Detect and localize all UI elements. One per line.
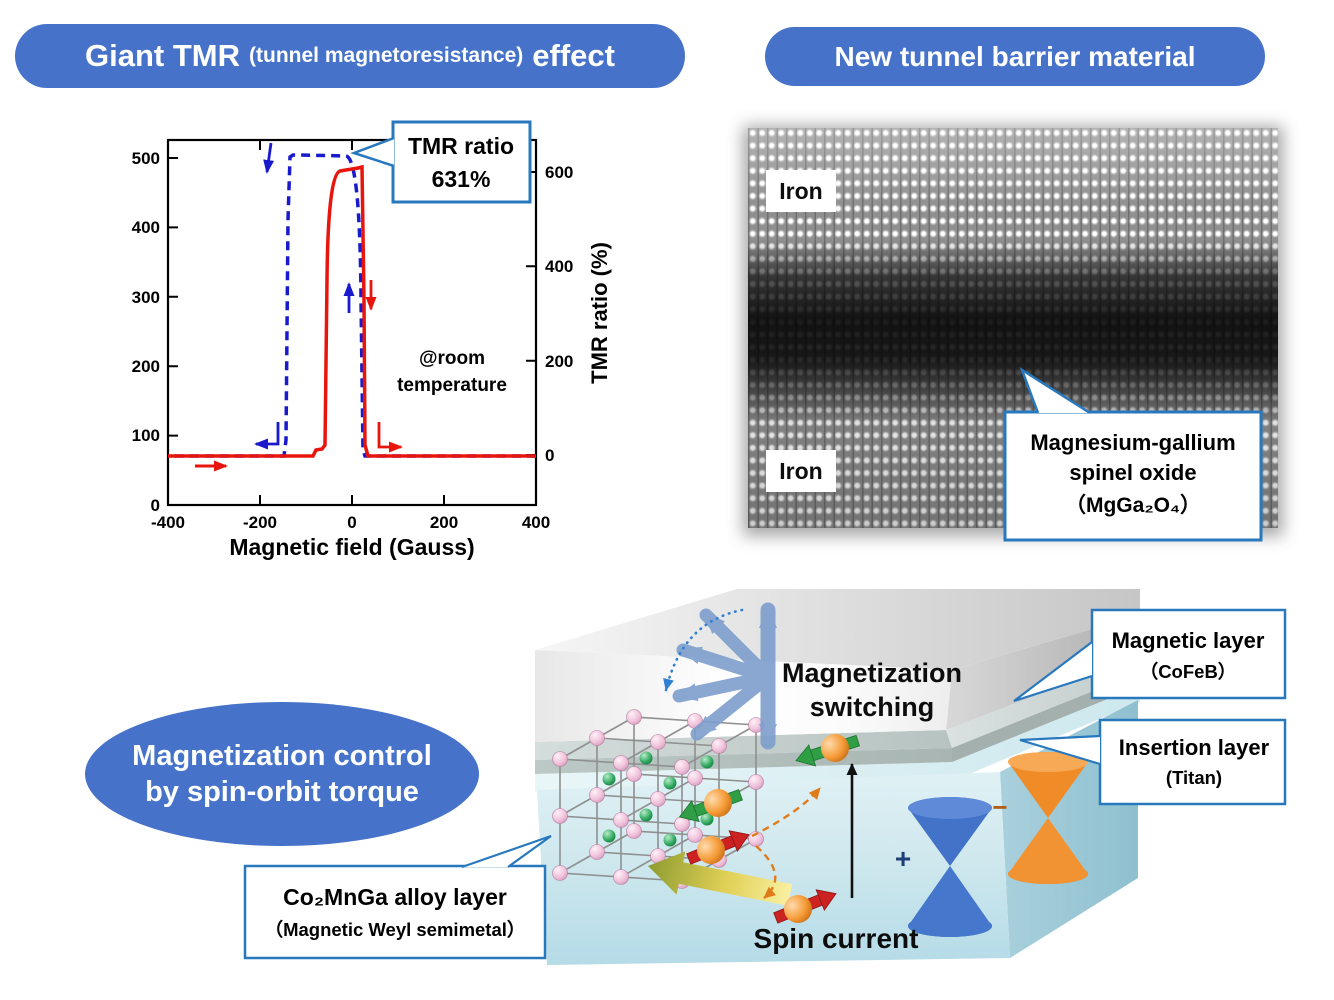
weyl-cone-positive: + [895,797,992,937]
magnetization-switching-line1: Magnetization [782,658,962,688]
insertion-layer-line2: (Titan) [1166,767,1222,788]
magnetic-layer-pointer [1013,641,1093,703]
iron-label-bottom: Iron [766,450,836,492]
left-tick-500: 500 [132,149,160,168]
hysteresis-curves [168,153,536,458]
switching-rotation-arrow [663,608,744,692]
weyl-plus-sign: + [895,843,911,874]
insertion-layer-pointer [1019,734,1101,766]
insertion-layer-line1: Insertion layer [1119,735,1270,760]
spinel-callout-line1: Magnesium-gallium [1030,430,1235,455]
bubble-line2: by spin-orbit torque [145,776,419,808]
right-tick-200: 200 [545,352,573,371]
tmr-chart: 500 400 300 200 100 0 600 400 200 0 -400… [132,120,612,560]
alloy-layer-line2: （Magnetic Weyl semimetal） [265,919,526,940]
x-tick-m400: -400 [151,513,185,532]
banner-giant-tmr-suffix: effect [532,38,615,73]
axis-tick-labels: 500 400 300 200 100 0 600 400 200 0 -400… [132,149,574,532]
curve-blue-dashed [168,153,536,458]
x-tick-0: 0 [347,513,356,532]
iron-label-bottom-text: Iron [779,457,823,484]
magnetization-switching-line2: switching [810,692,935,722]
left-tick-100: 100 [132,426,160,445]
alloy-layer-pointer [461,834,552,869]
curve-red-solid [168,164,536,458]
iron-label-top: Iron [766,170,836,212]
right-tick-0: 0 [545,446,554,465]
spin-electron-4 [773,889,837,924]
x-tick-400: 400 [522,513,550,532]
left-tick-200: 200 [132,357,160,376]
banner-tunnel-barrier: New tunnel barrier material [765,27,1265,86]
tmr-callout-line1: TMR ratio [408,133,514,159]
spin-current-label: Spin current [754,923,919,954]
spin-electron-3 [795,734,861,767]
weyl-cone-negative: − [992,752,1088,884]
left-tick-400: 400 [132,218,160,237]
room-temp-note-line2: temperature [397,375,507,396]
magnetic-layer-line2: （CoFeB） [1140,661,1237,682]
alloy-layer-line1: Co₂MnGa alloy layer [283,884,507,910]
spin-electron-2 [686,830,750,865]
iron-label-top-text: Iron [779,177,823,204]
tmr-callout-line2: 631% [432,166,491,192]
insertion-layer-callout: Insertion layer (Titan) [1019,718,1287,806]
right-tick-400: 400 [545,257,573,276]
x-tick-m200: -200 [243,513,277,532]
magnetization-arrows [672,602,777,750]
charge-current-arrow [648,851,793,906]
tmr-callout-pointer [350,136,395,168]
room-temp-note-line1: @room [419,348,485,369]
x-axis-label: Magnetic field (Gauss) [229,534,474,560]
blue-left-corner-arrow [254,422,280,450]
sweep-direction-arrows [195,142,403,472]
weyl-minus-sign: − [992,792,1007,822]
blue-down-arrow [263,142,275,174]
bottom-axis-ticks [259,495,445,505]
banner-giant-tmr: Giant TMR (tunnel magnetoresistance) eff… [15,24,685,88]
magnetic-layer-callout: Magnetic layer （CoFeB） [1013,608,1287,703]
left-axis-ticks [168,157,178,437]
spinel-callout-line3: （MgGa₂O₄） [1065,493,1201,517]
red-right-corner-arrow [377,422,403,453]
left-tick-300: 300 [132,288,160,307]
alloy-layer-callout: Co₂MnGa alloy layer （Magnetic Weyl semim… [243,834,552,960]
right-axis-label: TMR ratio (%) [587,242,612,384]
spinel-oxide-callout: Magnesium-gallium spinel oxide （MgGa₂O₄） [1003,366,1263,542]
banner-giant-tmr-paren: (tunnel magnetoresistance) [249,44,524,67]
magnetic-layer-line1: Magnetic layer [1112,628,1265,653]
banner-tunnel-barrier-label: New tunnel barrier material [834,40,1196,72]
bubble-spin-orbit-torque: Magnetization control by spin-orbit torq… [85,702,479,846]
right-tick-600: 600 [545,163,573,182]
spin-electron-1 [678,789,743,823]
bubble-line1: Magnetization control [132,739,432,772]
spinel-callout-pointer [1019,366,1091,415]
banner-giant-tmr-main: Giant TMR [85,38,241,73]
left-tick-0: 0 [151,496,160,515]
x-tick-200: 200 [430,513,458,532]
tmr-ratio-callout: TMR ratio 631% [350,120,532,204]
electron-path-up [751,787,821,838]
spinel-callout-line2: spinel oxide [1069,460,1196,485]
